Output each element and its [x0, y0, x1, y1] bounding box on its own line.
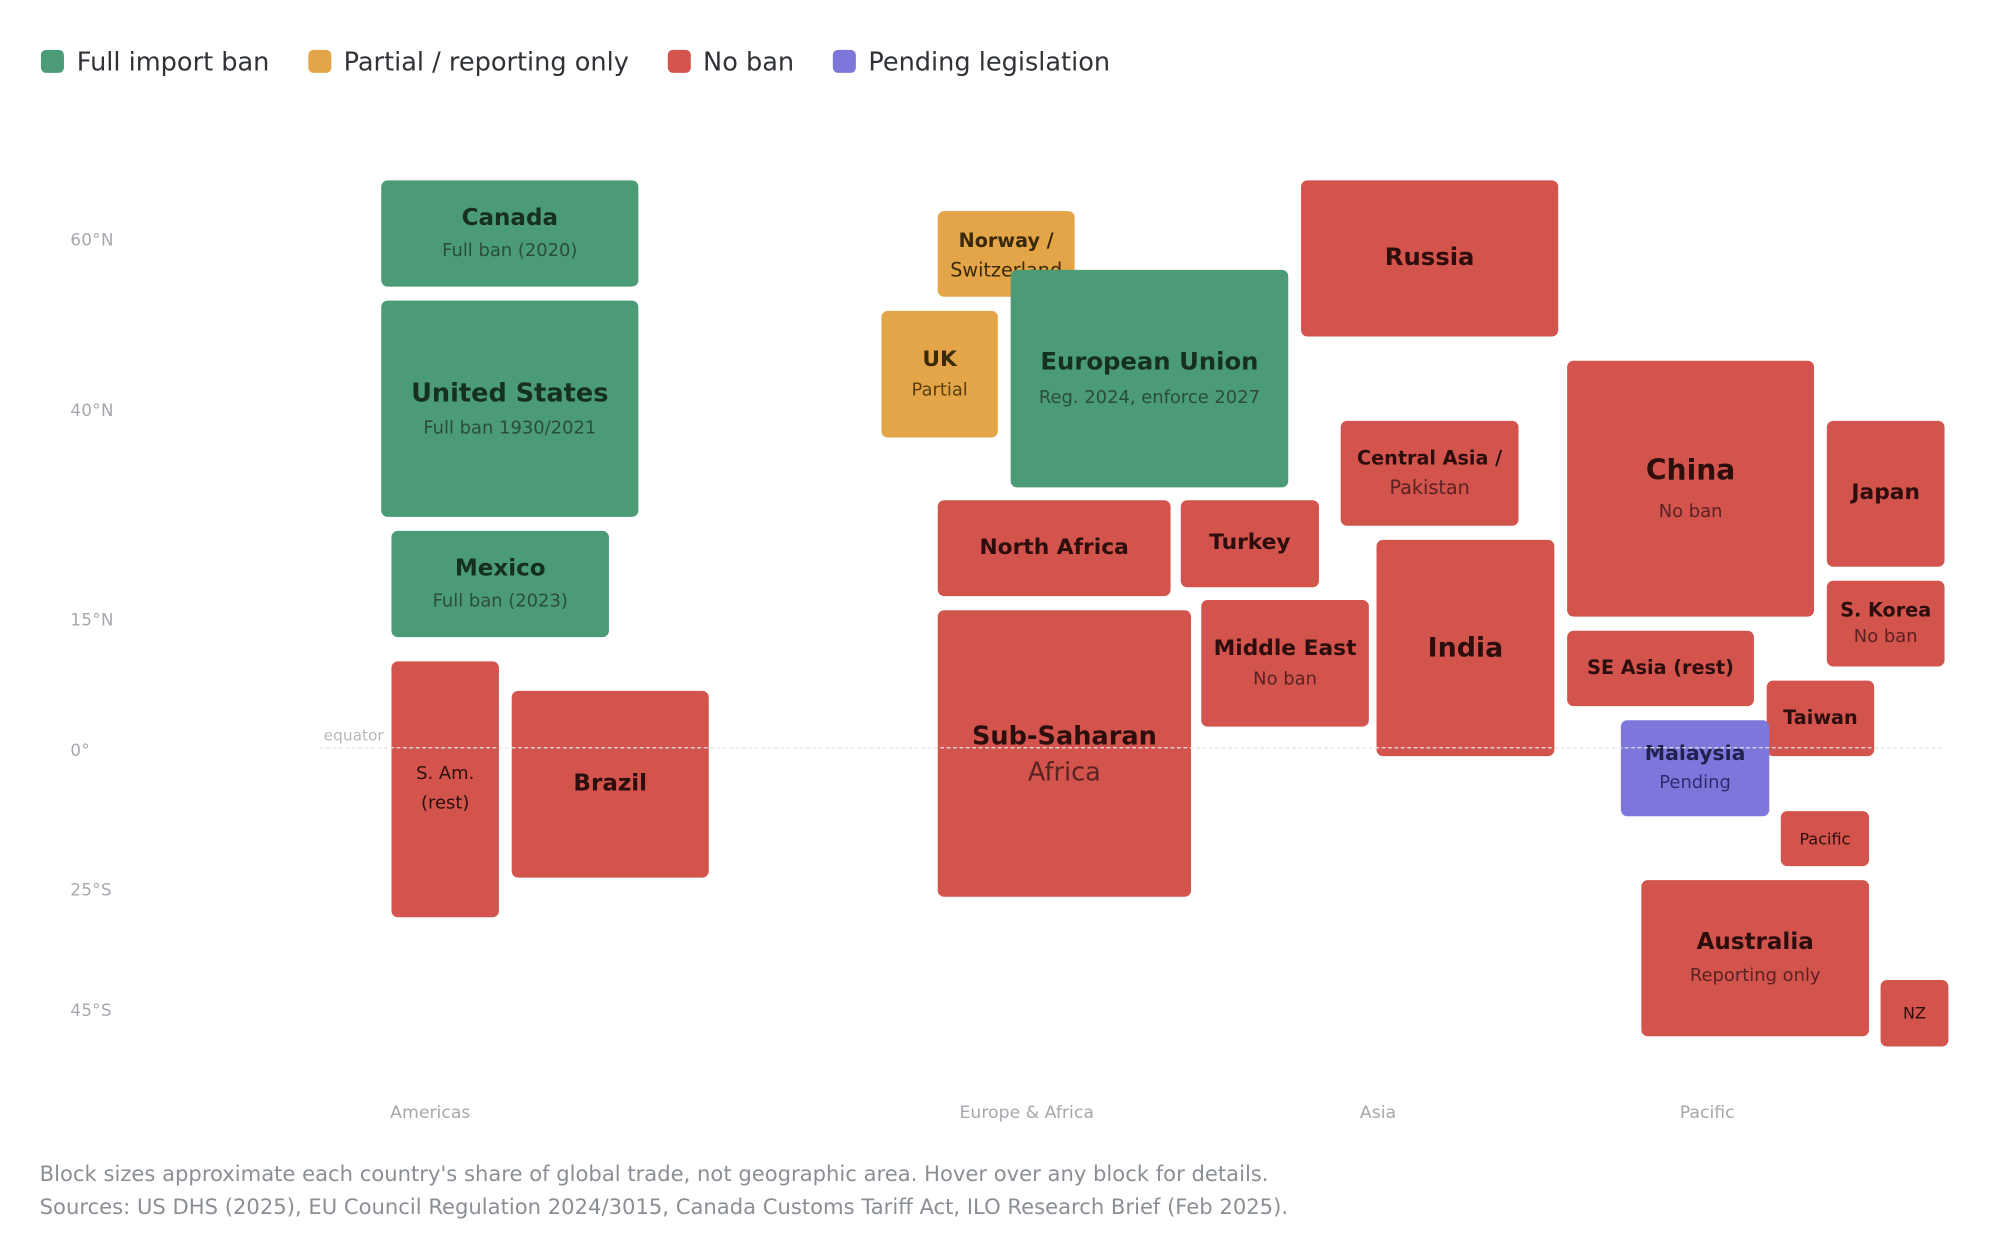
- block-japan[interactable]: Japan: [1826, 420, 1945, 567]
- block-name: S. Korea: [1840, 598, 1932, 622]
- block-south-america-rest[interactable]: S. Am. (rest): [391, 661, 499, 918]
- block-brazil[interactable]: Brazil: [511, 690, 709, 878]
- block-name: China: [1645, 455, 1736, 488]
- block-name: Russia: [1384, 243, 1475, 272]
- block-name: Malaysia: [1644, 741, 1746, 766]
- block-malaysia[interactable]: Malaysia Pending: [1620, 720, 1770, 817]
- legend-label: No ban: [703, 46, 795, 77]
- block-status: Full ban (2020): [442, 240, 578, 261]
- legend-item-partial[interactable]: Partial / reporting only: [307, 46, 629, 77]
- block-name: Sub-Saharan: [971, 719, 1157, 751]
- lat-label-60n: 60°N: [70, 231, 114, 251]
- lat-label-0: 0°: [70, 741, 91, 762]
- block-name: Pacific: [1799, 828, 1851, 848]
- block-middle-east[interactable]: Middle East No ban: [1201, 599, 1369, 727]
- block-new-zealand[interactable]: NZ: [1880, 979, 1949, 1047]
- lat-label-40n: 40°N: [70, 401, 114, 421]
- block-india[interactable]: India: [1376, 539, 1555, 757]
- block-name: Norway /: [958, 228, 1054, 253]
- legend-item-pending[interactable]: Pending legislation: [832, 46, 1111, 77]
- block-north-africa[interactable]: North Africa: [937, 500, 1171, 597]
- block-name: S. Am.: [416, 763, 475, 785]
- legend-label: Pending legislation: [868, 46, 1111, 77]
- block-status: Full ban 1930/2021: [423, 418, 597, 439]
- block-status: Reg. 2024, enforce 2027: [1038, 387, 1261, 408]
- block-european-union[interactable]: European Union Reg. 2024, enforce 2027: [1010, 269, 1289, 488]
- block-name: Middle East: [1213, 635, 1357, 662]
- block-status: No ban: [1658, 501, 1723, 522]
- block-central-asia-pakistan[interactable]: Central Asia / Pakistan: [1340, 420, 1519, 526]
- lat-label-25s: 25°S: [70, 881, 112, 901]
- block-status: Full ban (2023): [432, 590, 568, 612]
- block-south-korea[interactable]: S. Korea No ban: [1826, 580, 1945, 667]
- legend-item-full-ban[interactable]: Full import ban: [40, 46, 270, 77]
- block-name: Central Asia /: [1357, 446, 1503, 470]
- block-name: Japan: [1851, 480, 1920, 506]
- block-australia[interactable]: Australia Reporting only: [1641, 880, 1870, 1037]
- legend-label: Partial / reporting only: [343, 46, 629, 77]
- block-status: Reporting only: [1689, 966, 1821, 987]
- block-pacific[interactable]: Pacific: [1780, 811, 1870, 867]
- swatch-partial: [307, 49, 331, 73]
- block-status: Pending: [1659, 773, 1731, 794]
- block-russia[interactable]: Russia: [1301, 180, 1559, 337]
- lat-label-15n: 15°N: [70, 611, 114, 631]
- block-status: Africa: [1027, 755, 1101, 787]
- block-united-states[interactable]: United States Full ban 1930/2021: [381, 300, 639, 517]
- block-name: European Union: [1040, 348, 1259, 377]
- footer-sources: Sources: US DHS (2025), EU Council Regul…: [39, 1194, 1289, 1220]
- block-status: (rest): [421, 792, 470, 814]
- block-status: Pakistan: [1389, 475, 1470, 499]
- block-name: Australia: [1696, 928, 1814, 956]
- region-label-asia: Asia: [1359, 1102, 1397, 1124]
- swatch-pending: [832, 49, 856, 73]
- block-canada[interactable]: Canada Full ban (2020): [381, 180, 639, 287]
- region-label-americas: Americas: [390, 1102, 471, 1124]
- footer-note: Block sizes approximate each country's s…: [39, 1161, 1269, 1186]
- block-name: SE Asia (rest): [1587, 656, 1734, 680]
- block-sub-saharan-africa[interactable]: Sub-Saharan Africa: [937, 610, 1192, 897]
- block-name: UK: [922, 346, 957, 372]
- equator-line: [319, 747, 1942, 749]
- block-name: Turkey: [1209, 530, 1291, 556]
- swatch-no-ban: [667, 49, 691, 73]
- region-label-pacific: Pacific: [1679, 1102, 1735, 1124]
- swatch-full-ban: [40, 49, 64, 73]
- block-name: Canada: [461, 204, 558, 232]
- block-status: Partial: [911, 379, 968, 401]
- region-label-europe-africa: Europe & Africa: [959, 1102, 1094, 1124]
- equator-label: equator: [323, 726, 384, 745]
- block-mexico[interactable]: Mexico Full ban (2023): [391, 530, 609, 638]
- block-status: No ban: [1853, 626, 1918, 648]
- lat-label-45s: 45°S: [70, 1001, 112, 1021]
- block-name: Mexico: [454, 555, 546, 583]
- block-name: NZ: [1902, 1003, 1926, 1023]
- block-status: No ban: [1253, 669, 1317, 690]
- block-turkey[interactable]: Turkey: [1180, 500, 1319, 588]
- block-uk[interactable]: UK Partial: [881, 310, 998, 438]
- block-china[interactable]: China No ban: [1567, 360, 1815, 617]
- block-name: North Africa: [979, 534, 1129, 561]
- legend-item-no-ban[interactable]: No ban: [667, 46, 794, 77]
- block-name: Brazil: [573, 769, 648, 797]
- legend-label: Full import ban: [76, 46, 270, 77]
- block-se-asia-rest[interactable]: SE Asia (rest): [1567, 630, 1754, 707]
- block-taiwan[interactable]: Taiwan: [1766, 680, 1875, 757]
- block-name: Taiwan: [1783, 706, 1858, 730]
- block-name: India: [1427, 632, 1504, 664]
- legend: Full import ban Partial / reporting only…: [40, 43, 1149, 79]
- block-name: United States: [411, 377, 609, 408]
